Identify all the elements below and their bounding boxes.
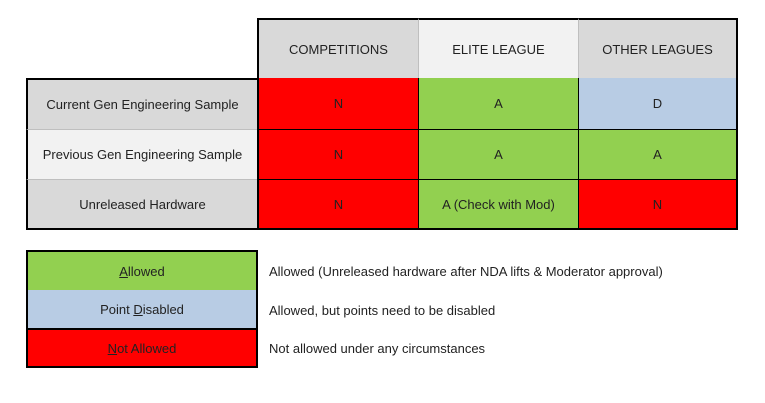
- legend-not-allowed-swatch: Not Allowed: [26, 328, 258, 368]
- cell-value: N: [333, 147, 344, 162]
- cell-previous-gen-elite-league: A: [418, 130, 578, 180]
- legend-point-disabled-swatch: Point Disabled: [26, 290, 258, 330]
- legend-point-disabled-key: Point Disabled: [100, 302, 184, 317]
- legend-key-first-letter: N: [107, 340, 118, 356]
- cell-value: D: [652, 96, 663, 111]
- legend-not-allowed-key: Not Allowed: [108, 341, 177, 356]
- row-label-text: Previous Gen Engineering Sample: [42, 147, 243, 162]
- header-elite-league-label: ELITE LEAGUE: [452, 41, 545, 57]
- legend-description-text: Allowed (Unreleased hardware after NDA l…: [269, 263, 663, 279]
- legend-description-text: Allowed, but points need to be disabled: [269, 302, 496, 318]
- cell-value: A: [653, 147, 662, 162]
- legend-key-rest: llowed: [127, 263, 165, 279]
- cell-value: A: [494, 147, 503, 162]
- legend-key-rest: isabled: [142, 301, 184, 317]
- row-label-previous-gen: Previous Gen Engineering Sample: [26, 130, 259, 180]
- cell-current-gen-elite-league: A: [418, 78, 578, 130]
- cell-value: N: [333, 96, 344, 111]
- legend-allowed-key: Allowed: [119, 264, 165, 279]
- legend-description-text: Not allowed under any circumstances: [269, 340, 486, 356]
- row-label-text: Unreleased Hardware: [79, 196, 206, 212]
- cell-current-gen-other-leagues: D: [578, 78, 738, 130]
- row-label-current-gen: Current Gen Engineering Sample: [26, 78, 259, 130]
- legend-allowed-description: Allowed (Unreleased hardware after NDA l…: [269, 250, 663, 292]
- cell-unreleased-elite-league: A (Check with Mod): [418, 180, 578, 230]
- header-elite-league: ELITE LEAGUE: [418, 18, 578, 80]
- cell-unreleased-other-leagues: N: [578, 180, 738, 230]
- header-other-leagues: OTHER LEAGUES: [578, 18, 738, 80]
- row-label-unreleased-hardware: Unreleased Hardware: [26, 180, 259, 230]
- cell-value: A: [494, 96, 503, 111]
- cell-current-gen-competitions: N: [257, 78, 418, 130]
- legend-key-rest: ot Allowed: [117, 340, 177, 356]
- cell-previous-gen-other-leagues: A: [578, 130, 738, 180]
- cell-previous-gen-competitions: N: [257, 130, 418, 180]
- cell-value: N: [333, 196, 344, 212]
- legend-key-prefix: Point: [100, 301, 134, 317]
- legend-point-disabled-description: Allowed, but points need to be disabled: [269, 290, 495, 330]
- cell-value: N: [652, 196, 663, 212]
- header-competitions-label: COMPETITIONS: [289, 41, 388, 57]
- cell-unreleased-competitions: N: [257, 180, 418, 230]
- legend-key-first-letter: D: [133, 301, 143, 317]
- legend-key-first-letter: A: [119, 263, 128, 279]
- header-competitions: COMPETITIONS: [257, 18, 418, 80]
- legend-not-allowed-description: Not allowed under any circumstances: [269, 328, 485, 368]
- header-other-leagues-label: OTHER LEAGUES: [602, 41, 713, 57]
- row-label-text: Current Gen Engineering Sample: [46, 97, 239, 112]
- legend-allowed-swatch: Allowed: [26, 250, 258, 292]
- cell-value: A (Check with Mod): [442, 196, 555, 212]
